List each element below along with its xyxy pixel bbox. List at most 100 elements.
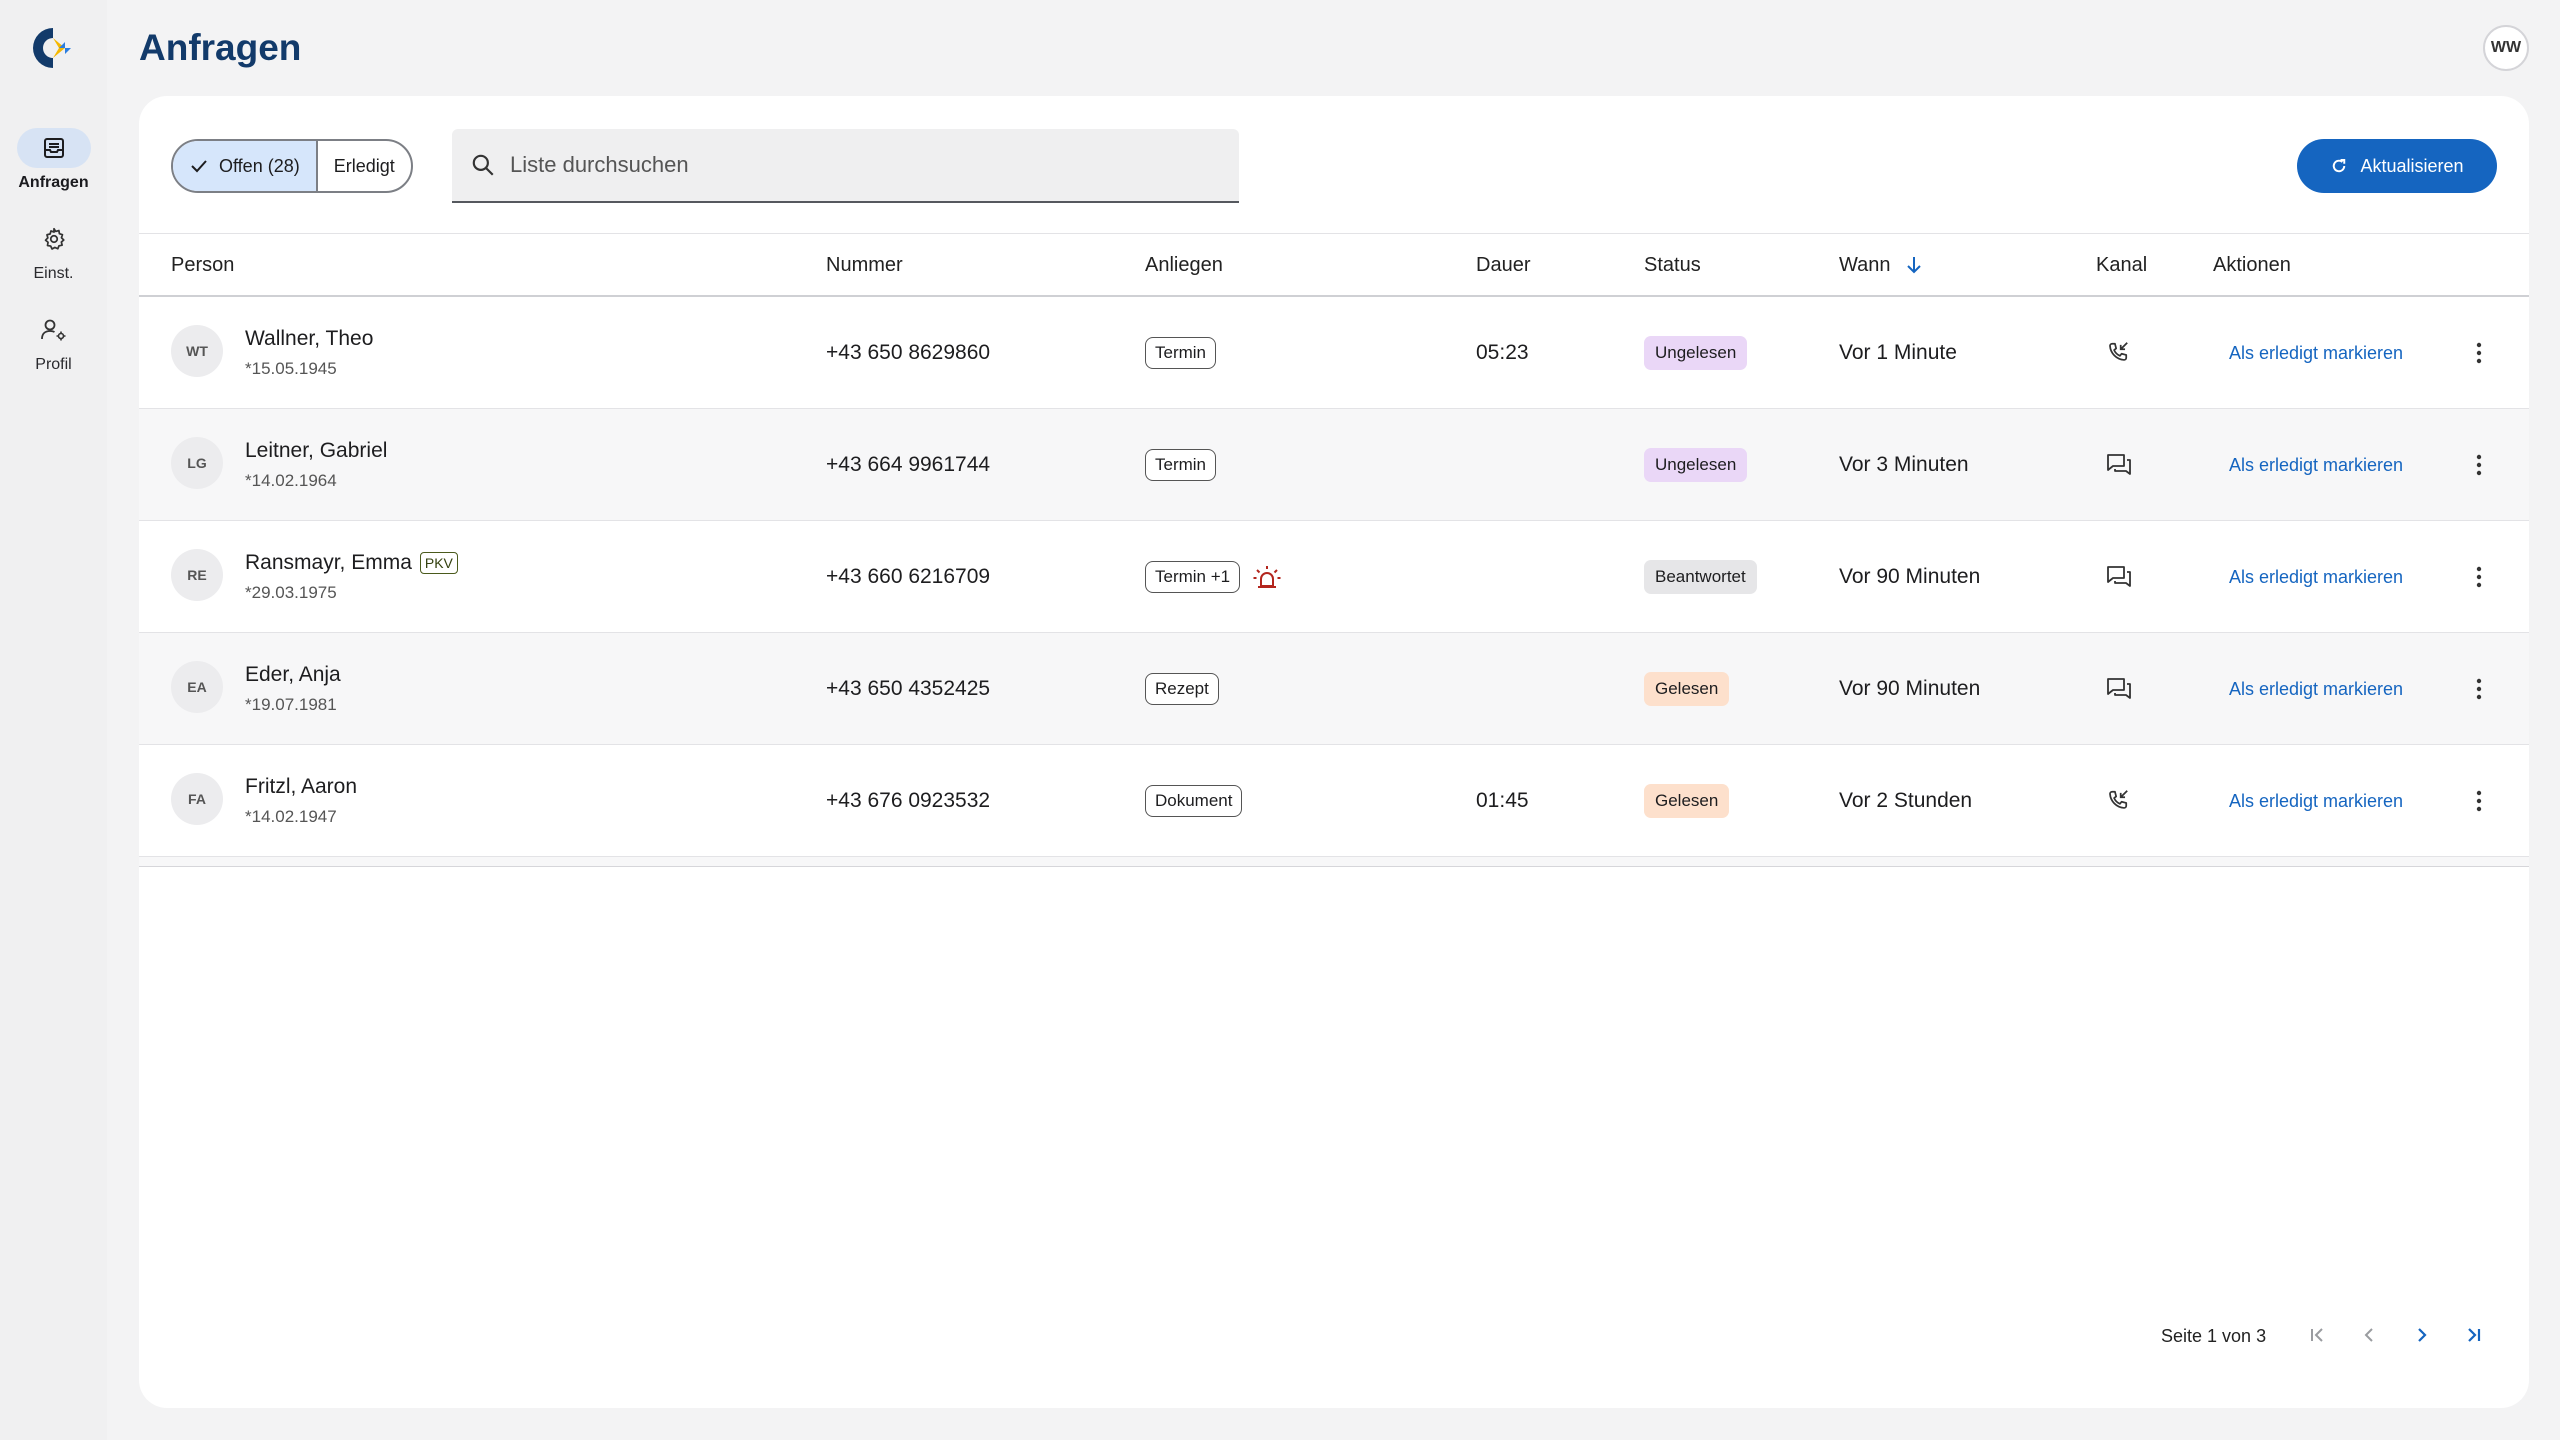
filter-segmented-control: Offen (28) Erledigt <box>171 139 413 193</box>
received-time: Vor 1 Minute <box>1839 341 1957 364</box>
person-avatar: LG <box>171 437 223 489</box>
nav-item-einstellungen[interactable]: Einst. <box>0 219 107 283</box>
status-cell: Gelesen <box>1644 857 1729 866</box>
nav-label-anfragen: Anfragen <box>18 174 89 191</box>
phone-number: +43 676 0923532 <box>826 789 991 812</box>
column-header-number[interactable]: Nummer <box>826 253 903 276</box>
table-body: WT Wallner, Theo *15.05.1945 +43 650 862986… <box>139 297 2529 867</box>
status-badge: Ungelesen <box>1644 448 1748 482</box>
concern-chip: Termin +1 <box>1145 561 1241 593</box>
nav-item-anfragen[interactable]: Anfragen <box>0 128 107 192</box>
pagination-label: Seite 1 von 3 <box>2161 1326 2267 1346</box>
person-avatar: WT <box>171 325 223 377</box>
search-field[interactable] <box>452 129 1239 203</box>
more-options-button[interactable] <box>2469 745 2489 857</box>
filter-done-label: Erledigt <box>333 155 395 176</box>
phone-number: +43 664 9961744 <box>826 453 991 476</box>
concern-cell: Termin +1 <box>1145 521 1282 633</box>
person-name-cell: Eder, Anja <box>245 663 341 687</box>
nav-icon-wrap <box>17 219 91 259</box>
person-name: Fritzl, Aaron <box>245 775 358 798</box>
channel-cell <box>2105 633 2133 745</box>
person-birthdate: *14.02.1947 <box>245 807 337 826</box>
sort-descending-icon <box>1906 257 1921 274</box>
person-avatar: RE <box>171 549 223 601</box>
chat-icon <box>2105 452 2133 478</box>
received-time: Vor 2 Stunden <box>1839 789 1973 812</box>
table-row[interactable]: EA Eder, Anja *19.07.1981 +43 650 4352425 Re… <box>139 633 2529 745</box>
column-header-concern[interactable]: Anliegen <box>1145 253 1223 276</box>
filter-open-button[interactable]: Offen (28) <box>173 141 316 191</box>
table-header: Person Nummer Anliegen Dauer Status Wann… <box>139 233 2529 297</box>
column-header-channel[interactable]: Kanal <box>2096 253 2148 276</box>
table-row[interactable]: FA Fritzl, Aaron *14.02.1947 +43 676 092353… <box>139 745 2529 857</box>
table-row[interactable]: GLGlaser, Louise*12.05.1985+43 676 57161… <box>139 857 2529 866</box>
chevron-left-icon <box>2364 1328 2373 1342</box>
concern-cell: Rezept <box>1145 633 1219 745</box>
nav-label-profil: Profil <box>35 356 72 373</box>
more-vertical-icon <box>2476 566 2482 588</box>
more-options-button[interactable] <box>2469 857 2489 866</box>
column-header-person[interactable]: Person <box>171 253 235 276</box>
more-vertical-icon <box>2476 342 2482 364</box>
status-cell: Gelesen <box>1644 633 1730 745</box>
received-time: Vor 90 Minuten <box>1839 677 1981 700</box>
refresh-button[interactable]: Aktualisieren <box>2297 139 2497 193</box>
person-birthdate: *14.02.1964 <box>245 471 337 490</box>
mark-done-link[interactable]: Als erledigt markieren <box>2229 342 2404 363</box>
person-birthdate: *19.07.1981 <box>245 695 337 714</box>
mark-done-link[interactable]: Als erledigt markieren <box>2229 678 2404 699</box>
check-icon <box>191 160 207 173</box>
channel-cell <box>2105 857 2131 866</box>
urgent-alarm-icon <box>1253 566 1281 588</box>
search-input[interactable] <box>510 152 1210 178</box>
last-page-button[interactable] <box>2459 1320 2489 1350</box>
previous-page-button <box>2354 1320 2384 1350</box>
person-birthdate: *29.03.1975 <box>245 583 337 602</box>
person-birthdate: *15.05.1945 <box>245 359 337 378</box>
column-header-duration[interactable]: Dauer <box>1476 253 1531 276</box>
status-cell: Ungelesen <box>1644 409 1748 521</box>
person-name-cell: Leitner, Gabriel <box>245 439 387 463</box>
column-header-when-label: Wann <box>1839 253 1891 276</box>
column-header-status[interactable]: Status <box>1644 253 1701 276</box>
table-row[interactable]: WT Wallner, Theo *15.05.1945 +43 650 862986… <box>139 297 2529 409</box>
concern-chip: Dokument <box>1145 785 1243 817</box>
channel-cell <box>2105 745 2131 857</box>
pkv-badge: PKV <box>419 552 458 574</box>
table-row[interactable]: RE Ransmayr, Emma PKV *29.03.1975 +43 660 62… <box>139 521 2529 633</box>
mark-done-link[interactable]: Als erledigt markieren <box>2229 454 2404 475</box>
phone-number: +43 660 6216709 <box>826 565 991 588</box>
person-name-cell: Wallner, Theo <box>245 327 373 351</box>
nav-icon-wrap <box>17 310 91 350</box>
status-cell: Ungelesen <box>1644 297 1748 409</box>
mark-done-link[interactable]: Als erledigt markieren <box>2229 566 2404 587</box>
person-name-cell: Ransmayr, Emma PKV <box>245 551 458 575</box>
concern-cell: Dokument <box>1145 745 1243 857</box>
more-options-button[interactable] <box>2469 409 2489 521</box>
mark-done-link[interactable]: Als erledigt markieren <box>2229 857 2403 866</box>
person-name: Ransmayr, Emma <box>245 551 412 574</box>
next-page-button[interactable] <box>2407 1320 2437 1350</box>
status-badge: Ungelesen <box>1644 336 1748 370</box>
more-options-button[interactable] <box>2469 633 2489 745</box>
last-page-icon <box>2468 1328 2481 1342</box>
concern-chip: Rezept <box>1145 673 1219 705</box>
column-header-when[interactable]: Wann <box>1839 234 1923 296</box>
more-options-button[interactable] <box>2469 521 2489 633</box>
user-avatar[interactable]: WW <box>2483 25 2529 71</box>
more-options-button[interactable] <box>2469 297 2489 409</box>
concern-chip: Termin <box>1145 337 1217 369</box>
person-name: Leitner, Gabriel <box>245 439 388 462</box>
status-cell: Beantwortet <box>1644 521 1757 633</box>
more-vertical-icon <box>2476 454 2482 476</box>
nav-item-profil[interactable]: Profil <box>0 310 107 374</box>
filter-done-button[interactable]: Erledigt <box>315 141 411 191</box>
person-name: Eder, Anja <box>245 663 341 686</box>
duration: 02:12 <box>1476 857 1529 866</box>
table-row[interactable]: LG Leitner, Gabriel *14.02.1964 +43 664 996… <box>139 409 2529 521</box>
column-header-actions: Aktionen <box>2213 253 2291 276</box>
status-cell: Gelesen <box>1644 745 1730 857</box>
concern-cell: Überweisung <box>1145 857 1264 866</box>
mark-done-link[interactable]: Als erledigt markieren <box>2229 790 2404 811</box>
